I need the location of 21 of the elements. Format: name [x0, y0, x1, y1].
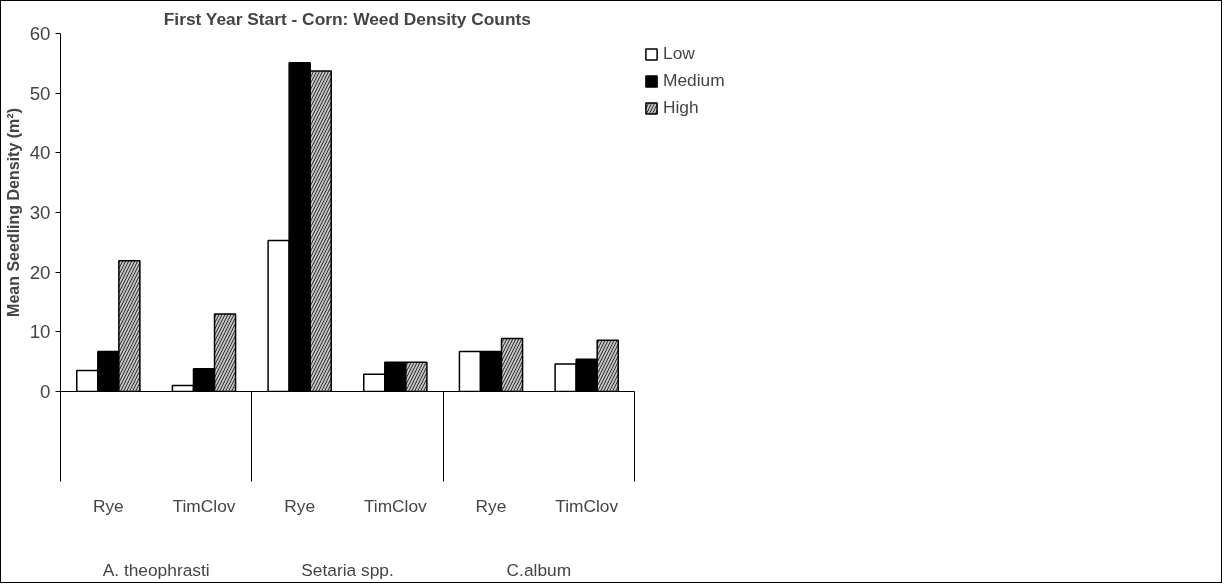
y-tick-label: 30	[29, 202, 51, 223]
x-tick-label: TimClov	[363, 495, 428, 516]
chart-title: First Year Start - Corn: Weed Density Counts	[163, 8, 531, 29]
legend-label: Low	[663, 43, 695, 64]
y-axis-title: Mean Seedling Density (m²)	[4, 108, 22, 317]
x-tick-label: Rye	[475, 495, 507, 516]
y-tick-label: 0	[40, 381, 51, 402]
x-tick-label: TimClov	[555, 495, 619, 516]
x-tick-label: TimClov	[172, 495, 236, 516]
text: Setaria spp.	[301, 559, 394, 580]
y-tick-label: 20	[29, 261, 51, 283]
legend-label: High	[663, 97, 699, 118]
y-tick-label: 40	[29, 142, 51, 164]
text: C.album	[506, 559, 572, 580]
y-tick-label: 10	[29, 321, 51, 343]
x-tick-label: Rye	[92, 495, 124, 516]
y-tick-label: 60	[29, 23, 51, 44]
y-tick-label: 50	[29, 82, 51, 104]
text: A. theophrasti	[102, 559, 210, 580]
legend-label: Medium	[663, 70, 725, 91]
x-tick-label: Rye	[284, 495, 316, 516]
